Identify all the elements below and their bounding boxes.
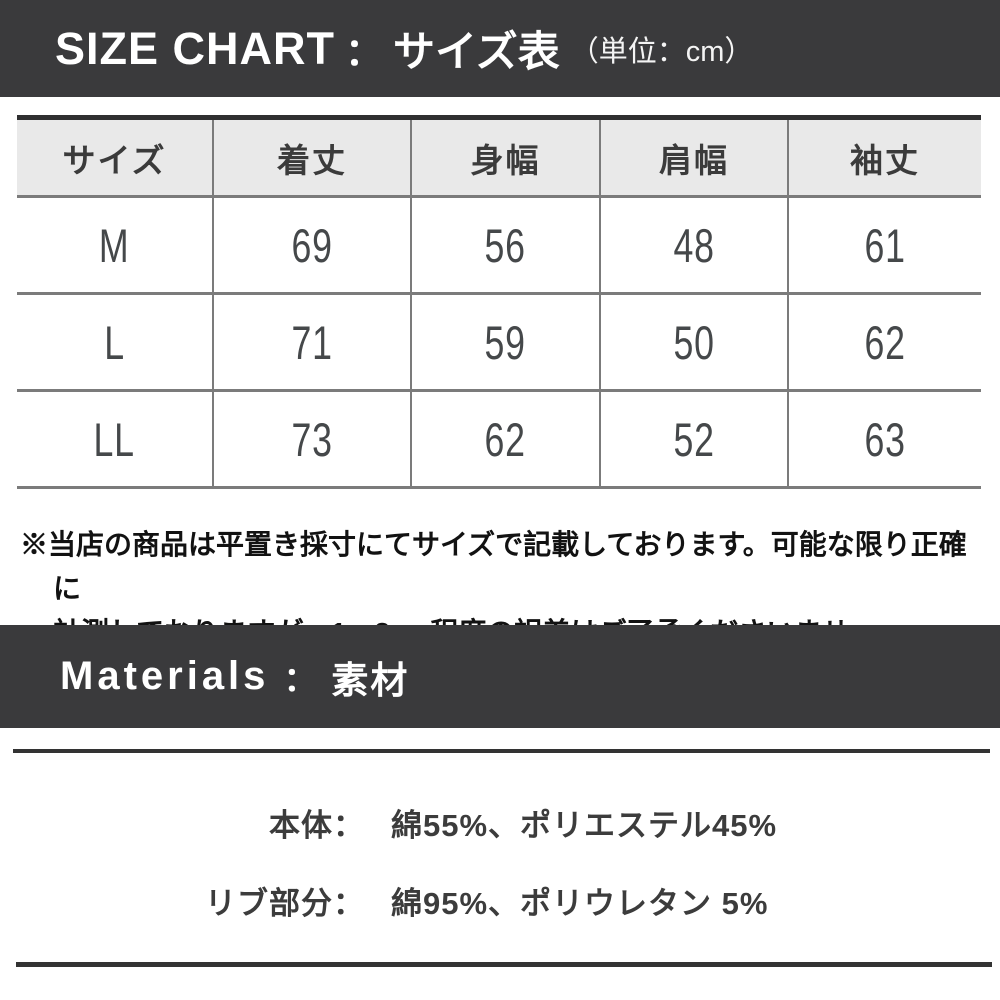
column-header-width: 身幅	[410, 117, 600, 197]
table-row-m: M 69 56 48 61	[17, 196, 981, 294]
materials-title-en: Materials	[60, 654, 270, 698]
note-line-1: ※当店の商品は平置き採寸にてサイズで記載しております。可能な限り正確に	[20, 523, 986, 611]
shoulder-value: 50	[673, 315, 715, 369]
width-value: 56	[484, 218, 527, 272]
size-value: LL	[93, 412, 136, 466]
size-chart-title-ja: サイズ表	[393, 28, 560, 75]
shoulder-value: 52	[673, 412, 715, 466]
materials-list: 本体： 綿55%、ポリエステル45% リブ部分： 綿95%、ポリウレタン 5%	[150, 800, 777, 923]
value-cell: 69	[212, 196, 411, 294]
note-marker: ※	[20, 529, 49, 560]
divider-line-top	[13, 749, 990, 753]
value-cell: 71	[212, 293, 411, 391]
width-value: 62	[484, 412, 527, 466]
materials-title-ja: 素材	[331, 659, 410, 701]
value-cell: 52	[599, 390, 788, 488]
size-value: M	[99, 218, 130, 272]
size-cell: LL	[17, 391, 213, 488]
title-colon: ：	[345, 32, 384, 74]
length-value: 73	[291, 412, 333, 466]
value-cell: 62	[410, 390, 600, 488]
sleeve-value: 63	[864, 412, 906, 466]
material-label: リブ部分：	[205, 886, 365, 921]
size-cell: M	[17, 197, 213, 294]
material-value: 綿55%、ポリエステル45%	[391, 808, 778, 843]
divider-line-bottom	[16, 962, 992, 967]
size-value: L	[104, 315, 125, 369]
value-cell: 61	[787, 196, 981, 294]
table-row-ll: LL 73 62 52 63	[17, 390, 981, 488]
size-cell: L	[17, 294, 213, 391]
note-line1-text: 当店の商品は平置き採寸にてサイズで記載しております。可能な限り正確に	[48, 529, 967, 604]
column-header-length: 着丈	[212, 117, 411, 197]
value-cell: 62	[787, 293, 981, 391]
column-header-shoulder: 肩幅	[599, 117, 788, 197]
size-chart-title-en: SIZE CHART	[55, 22, 335, 74]
width-value: 59	[484, 315, 527, 369]
sleeve-value: 62	[864, 315, 906, 369]
length-value: 69	[291, 218, 333, 272]
shoulder-value: 48	[673, 218, 715, 272]
value-cell: 56	[410, 196, 600, 294]
value-cell: 59	[410, 293, 600, 391]
size-chart-header-bar: SIZE CHART ： サイズ表 （単位：cm）	[0, 0, 1000, 97]
value-cell: 63	[787, 390, 981, 488]
value-cell: 73	[212, 390, 411, 488]
materials-header-bar: Materials ： 素材	[0, 625, 1000, 728]
value-cell: 50	[599, 293, 788, 391]
sleeve-value: 61	[864, 218, 906, 272]
material-value: 綿95%、ポリウレタン 5%	[391, 886, 769, 921]
value-cell: 48	[599, 196, 788, 294]
column-header-size: サイズ	[62, 141, 167, 179]
materials-colon: ：	[283, 661, 318, 699]
material-label: 本体：	[269, 808, 365, 843]
size-table: サイズ 着丈 身幅 肩幅 袖丈 M 69 56 48 61 L 71 59 50…	[17, 115, 981, 489]
length-value: 71	[291, 315, 333, 369]
size-table-header-row: サイズ 着丈 身幅 肩幅 袖丈	[17, 117, 981, 197]
table-row-l: L 71 59 50 62	[17, 293, 981, 391]
size-chart-unit-label: （単位：cm）	[569, 35, 754, 68]
column-header-sleeve: 袖丈	[787, 117, 981, 197]
